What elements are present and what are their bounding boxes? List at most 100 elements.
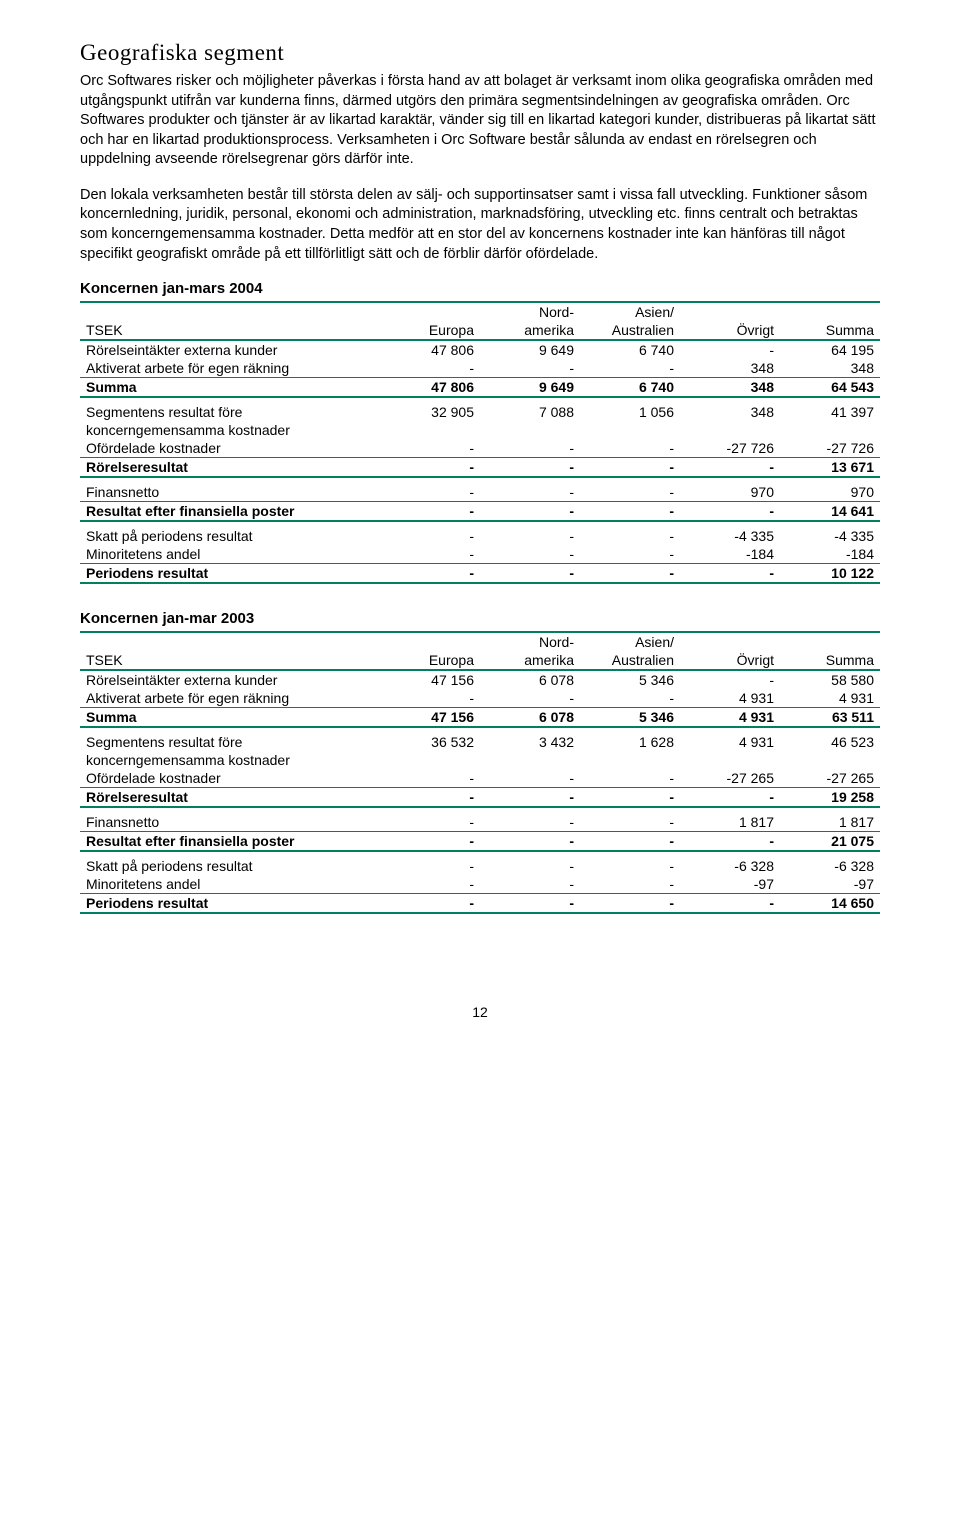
cell: Resultat efter finansiella poster bbox=[80, 502, 380, 522]
cell: - bbox=[480, 769, 580, 788]
table-row: Skatt på periodens resultat - - - -4 335… bbox=[80, 521, 880, 545]
cell: -97 bbox=[780, 875, 880, 894]
cell: - bbox=[480, 894, 580, 914]
cell: 4 931 bbox=[780, 689, 880, 708]
cell: 5 346 bbox=[580, 708, 680, 728]
table-row: koncerngemensamma kostnader bbox=[80, 751, 880, 769]
cell: - bbox=[480, 521, 580, 545]
table-row: Rörelseintäkter externa kunder 47 156 6 … bbox=[80, 670, 880, 689]
cell: 21 075 bbox=[780, 832, 880, 852]
table-b-title: Koncernen jan-mar 2003 bbox=[80, 610, 880, 627]
cell: - bbox=[680, 788, 780, 808]
cell: - bbox=[580, 851, 680, 875]
cell: - bbox=[380, 564, 480, 584]
cell: 36 532 bbox=[380, 727, 480, 751]
cell: 3 432 bbox=[480, 727, 580, 751]
cell: -184 bbox=[680, 545, 780, 564]
cell: - bbox=[680, 458, 780, 478]
cell: - bbox=[580, 439, 680, 458]
cell: 4 931 bbox=[680, 689, 780, 708]
cell: 348 bbox=[680, 359, 780, 378]
col-header-rowlabel: TSEK bbox=[80, 651, 380, 670]
cell: 47 806 bbox=[380, 378, 480, 398]
col-header: Nord- bbox=[480, 302, 580, 321]
cell: - bbox=[380, 477, 480, 502]
cell: - bbox=[580, 875, 680, 894]
cell: -6 328 bbox=[780, 851, 880, 875]
cell: 64 195 bbox=[780, 340, 880, 359]
cell: - bbox=[480, 875, 580, 894]
table-row-rorelseresultat: Rörelseresultat - - - - 13 671 bbox=[80, 458, 880, 478]
cell: 6 078 bbox=[480, 670, 580, 689]
col-header: Summa bbox=[780, 651, 880, 670]
cell: 13 671 bbox=[780, 458, 880, 478]
cell: -27 265 bbox=[780, 769, 880, 788]
col-header: Europa bbox=[380, 651, 480, 670]
cell: 9 649 bbox=[480, 378, 580, 398]
table-row: Minoritetens andel - - - -184 -184 bbox=[80, 545, 880, 564]
cell: 14 650 bbox=[780, 894, 880, 914]
cell: Finansnetto bbox=[80, 807, 380, 832]
table-row: koncerngemensamma kostnader bbox=[80, 421, 880, 439]
cell: koncerngemensamma kostnader bbox=[80, 751, 380, 769]
cell: - bbox=[380, 545, 480, 564]
cell: 6 740 bbox=[580, 340, 680, 359]
page-container: Geografiska segment Orc Softwares risker… bbox=[0, 0, 960, 1060]
cell: -4 335 bbox=[680, 521, 780, 545]
cell: - bbox=[380, 851, 480, 875]
cell: - bbox=[580, 502, 680, 522]
col-header: Asien/ bbox=[580, 632, 680, 651]
cell: Skatt på periodens resultat bbox=[80, 521, 380, 545]
cell: 5 346 bbox=[580, 670, 680, 689]
cell: - bbox=[380, 439, 480, 458]
cell: 58 580 bbox=[780, 670, 880, 689]
cell: Minoritetens andel bbox=[80, 545, 380, 564]
cell: 47 156 bbox=[380, 708, 480, 728]
table-row-periodens-resultat: Periodens resultat - - - - 10 122 bbox=[80, 564, 880, 584]
table-row-rorelseresultat: Rörelseresultat - - - - 19 258 bbox=[80, 788, 880, 808]
col-header: Övrigt bbox=[680, 321, 780, 340]
cell: - bbox=[580, 769, 680, 788]
cell: - bbox=[480, 502, 580, 522]
cell: - bbox=[380, 359, 480, 378]
table-row: Segmentens resultat före 36 532 3 432 1 … bbox=[80, 727, 880, 751]
cell: Rörelseresultat bbox=[80, 458, 380, 478]
cell: - bbox=[580, 894, 680, 914]
cell: 41 397 bbox=[780, 397, 880, 421]
table-row: Minoritetens andel - - - -97 -97 bbox=[80, 875, 880, 894]
cell: - bbox=[480, 851, 580, 875]
cell: - bbox=[580, 832, 680, 852]
cell: - bbox=[680, 670, 780, 689]
col-header: Asien/ bbox=[580, 302, 680, 321]
cell: 7 088 bbox=[480, 397, 580, 421]
cell: - bbox=[380, 894, 480, 914]
cell: 14 641 bbox=[780, 502, 880, 522]
col-header: Europa bbox=[380, 321, 480, 340]
cell: - bbox=[380, 832, 480, 852]
cell: 970 bbox=[680, 477, 780, 502]
table-row: Aktiverat arbete för egen räkning - - - … bbox=[80, 359, 880, 378]
table-row-resultat-finansiella: Resultat efter finansiella poster - - - … bbox=[80, 502, 880, 522]
col-header: Summa bbox=[780, 321, 880, 340]
cell: Rörelseintäkter externa kunder bbox=[80, 670, 380, 689]
cell: - bbox=[480, 564, 580, 584]
cell: Periodens resultat bbox=[80, 564, 380, 584]
cell: - bbox=[680, 340, 780, 359]
cell: 6 740 bbox=[580, 378, 680, 398]
cell: Summa bbox=[80, 708, 380, 728]
cell: - bbox=[380, 807, 480, 832]
cell: - bbox=[480, 545, 580, 564]
cell: Resultat efter finansiella poster bbox=[80, 832, 380, 852]
cell: 64 543 bbox=[780, 378, 880, 398]
cell: - bbox=[480, 359, 580, 378]
cell: 348 bbox=[680, 397, 780, 421]
cell: 1 628 bbox=[580, 727, 680, 751]
cell: - bbox=[580, 545, 680, 564]
cell: -27 726 bbox=[780, 439, 880, 458]
table-row: Segmentens resultat före 32 905 7 088 1 … bbox=[80, 397, 880, 421]
cell: Minoritetens andel bbox=[80, 875, 380, 894]
cell: Segmentens resultat före bbox=[80, 727, 380, 751]
cell: 4 931 bbox=[680, 708, 780, 728]
col-header: amerika bbox=[480, 321, 580, 340]
cell: Rörelseresultat bbox=[80, 788, 380, 808]
